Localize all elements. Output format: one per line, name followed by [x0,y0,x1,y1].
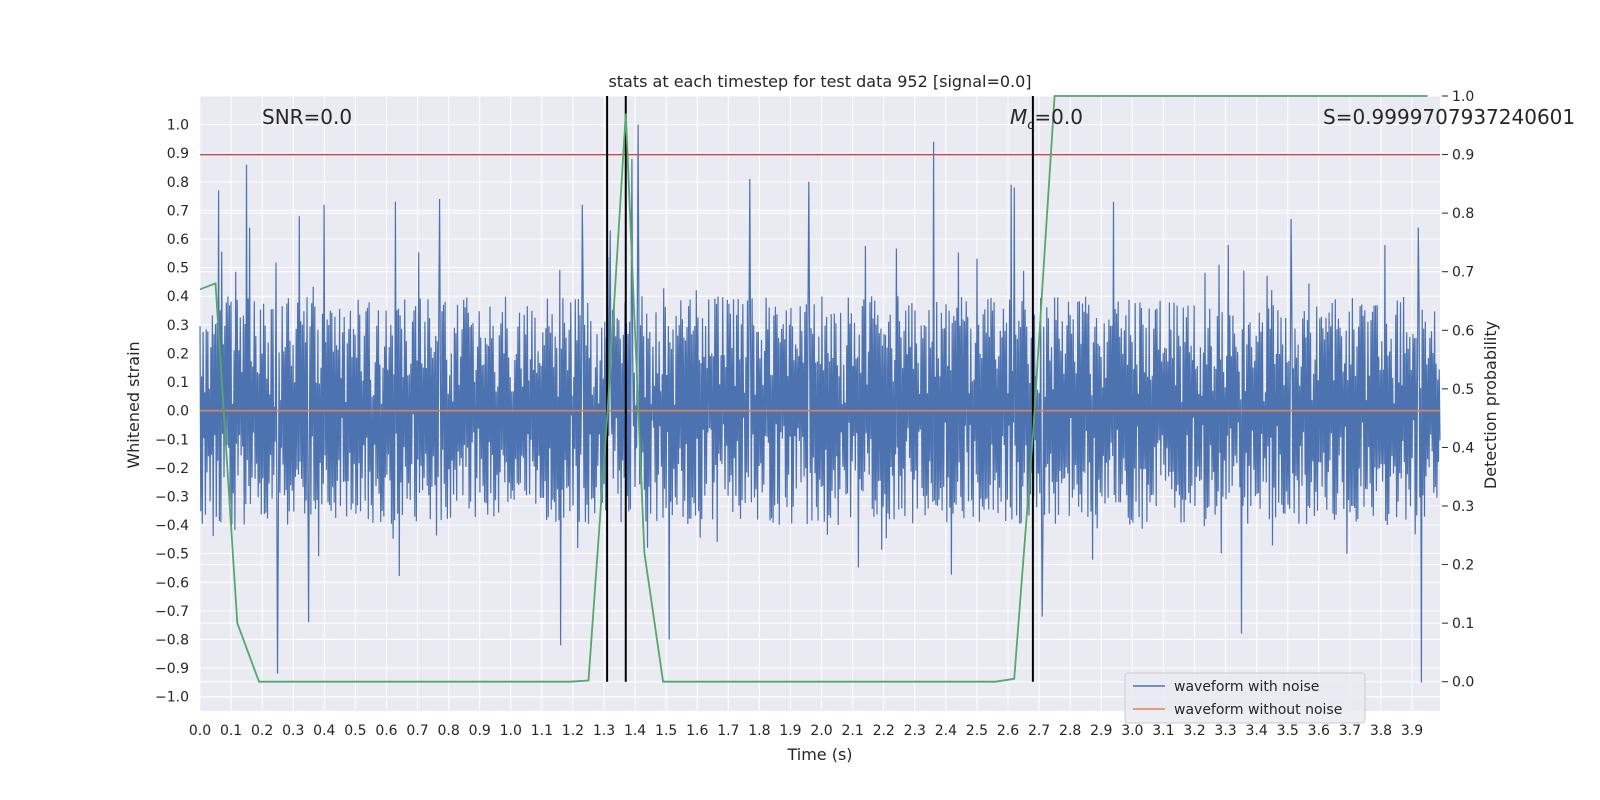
y2-tick-label: 0.3 [1452,499,1474,515]
mc-annotation: Mc=0.0 [1010,105,1083,133]
snr-annotation: SNR=0.0 [262,105,352,129]
y2-tick-label: 0.5 [1452,382,1474,398]
x-tick-label: 3.7 [1339,723,1361,739]
x-tick-label: 0.8 [437,723,459,739]
y-tick-label: 0.9 [167,146,189,162]
x-tick-label: 2.3 [904,723,926,739]
y-tick-label: −0.5 [155,547,189,563]
mc-symbol: M [1010,105,1027,129]
legend-box [1124,672,1366,724]
y-tick-label: −0.7 [155,604,189,620]
y2-axis-label: Detection probability [1481,321,1500,489]
legend-clean-label: waveform without noise [1174,702,1342,718]
x-tick-label: 3.1 [1152,723,1174,739]
y-axis-label: Whitened strain [124,341,143,468]
x-tick-label: 1.1 [531,723,553,739]
x-tick-label: 3.8 [1370,723,1392,739]
x-tick-label: 3.4 [1246,723,1268,739]
x-tick-label: 2.6 [997,723,1019,739]
x-tick-label: 2.9 [1090,723,1112,739]
x-tick-label: 1.6 [686,723,708,739]
x-tick-label: 3.6 [1308,723,1330,739]
x-tick-label: 2.8 [1059,723,1081,739]
x-tick-label: 1.5 [655,723,677,739]
x-tick-label: 2.5 [966,723,988,739]
x-tick-label: 0.2 [251,723,273,739]
y-tick-label: −0.1 [155,432,189,448]
y2-axis-ticks: 1.0 0.9 0.8 0.7 0.6 0.5 0.4 0.3 0.2 0.1 0.0 [1442,89,1474,691]
y-tick-label: 0.0 [167,404,189,420]
y-tick-label: −0.6 [155,575,189,591]
y2-tick-label: 0.7 [1452,265,1474,281]
x-tick-label: 0.9 [469,723,491,739]
x-tick-label: 2.7 [1028,723,1050,739]
y-tick-label: 0.3 [167,318,189,334]
x-tick-label: 0.0 [189,723,211,739]
y2-tick-label: 1.0 [1452,89,1474,105]
y-tick-label: 0.7 [167,203,189,219]
x-tick-label: 1.0 [500,723,522,739]
y-tick-label: 0.1 [167,375,189,391]
x-tick-label: 2.2 [873,723,895,739]
x-tick-label: 1.2 [562,723,584,739]
x-tick-label: 0.5 [344,723,366,739]
y-tick-label: 1.0 [167,118,189,134]
y2-tick-label: 0.0 [1452,675,1474,691]
mc-subscript: c [1027,118,1034,133]
noisy-waveform-series [199,124,1441,683]
x-axis-label: Time (s) [786,745,852,764]
x-tick-label: 2.4 [935,723,957,739]
x-tick-label: 0.1 [220,723,242,739]
y-tick-label: −0.4 [155,518,189,534]
y-tick-label: −0.2 [155,461,189,477]
y-tick-label: 0.2 [167,346,189,362]
x-tick-label: 0.6 [375,723,397,739]
overlays [200,96,1440,682]
legend-noisy-label: waveform with noise [1174,679,1319,695]
y-axis-ticks: 1.0 0.9 0.8 0.7 0.6 0.5 0.4 0.3 0.2 0.1 0.0 −0.1 −0.… [155,118,189,706]
y2-tick-label: 0.9 [1452,148,1474,164]
legend: waveform with noise waveform without noi… [1124,672,1366,724]
y-tick-label: −0.9 [155,661,189,677]
x-tick-label: 3.9 [1401,723,1423,739]
x-tick-label: 1.9 [779,723,801,739]
x-tick-label: 3.5 [1277,723,1299,739]
x-tick-label: 0.4 [313,723,335,739]
x-tick-label: 2.0 [810,723,832,739]
x-axis-ticks: 0.0 0.1 0.2 0.3 0.4 0.5 0.6 0.7 0.8 0.9 1.0 1.1 1.2 1… [189,723,1423,739]
y-tick-label: −0.8 [155,632,189,648]
chart-title: stats at each timestep for test data 952… [608,72,1031,91]
x-tick-label: 1.8 [748,723,770,739]
probability-line [199,95,1428,683]
mc-value: =0.0 [1034,105,1083,129]
x-tick-label: 0.7 [406,723,428,739]
y-tick-label: −1.0 [155,690,189,706]
y2-tick-label: 0.1 [1452,616,1474,632]
x-tick-label: 3.0 [1121,723,1143,739]
y2-tick-label: 0.6 [1452,323,1474,339]
s-annotation: S=0.9999707937240601 [1323,105,1575,129]
x-tick-label: 1.3 [593,723,615,739]
y-tick-label: 0.8 [167,175,189,191]
y2-tick-label: 0.8 [1452,206,1474,222]
y-tick-label: −0.3 [155,489,189,505]
y-tick-label: 0.4 [167,289,189,305]
noisy-waveform-line [199,124,1441,683]
y-tick-label: 0.5 [167,261,189,277]
x-tick-label: 1.4 [624,723,646,739]
x-tick-label: 2.1 [841,723,863,739]
y2-tick-label: 0.4 [1452,440,1474,456]
y-tick-label: 0.6 [167,232,189,248]
x-tick-label: 3.3 [1214,723,1236,739]
probability-series [199,95,1428,683]
x-tick-label: 0.3 [282,723,304,739]
y2-tick-label: 0.2 [1452,558,1474,574]
x-tick-label: 1.7 [717,723,739,739]
x-tick-label: 3.2 [1183,723,1205,739]
